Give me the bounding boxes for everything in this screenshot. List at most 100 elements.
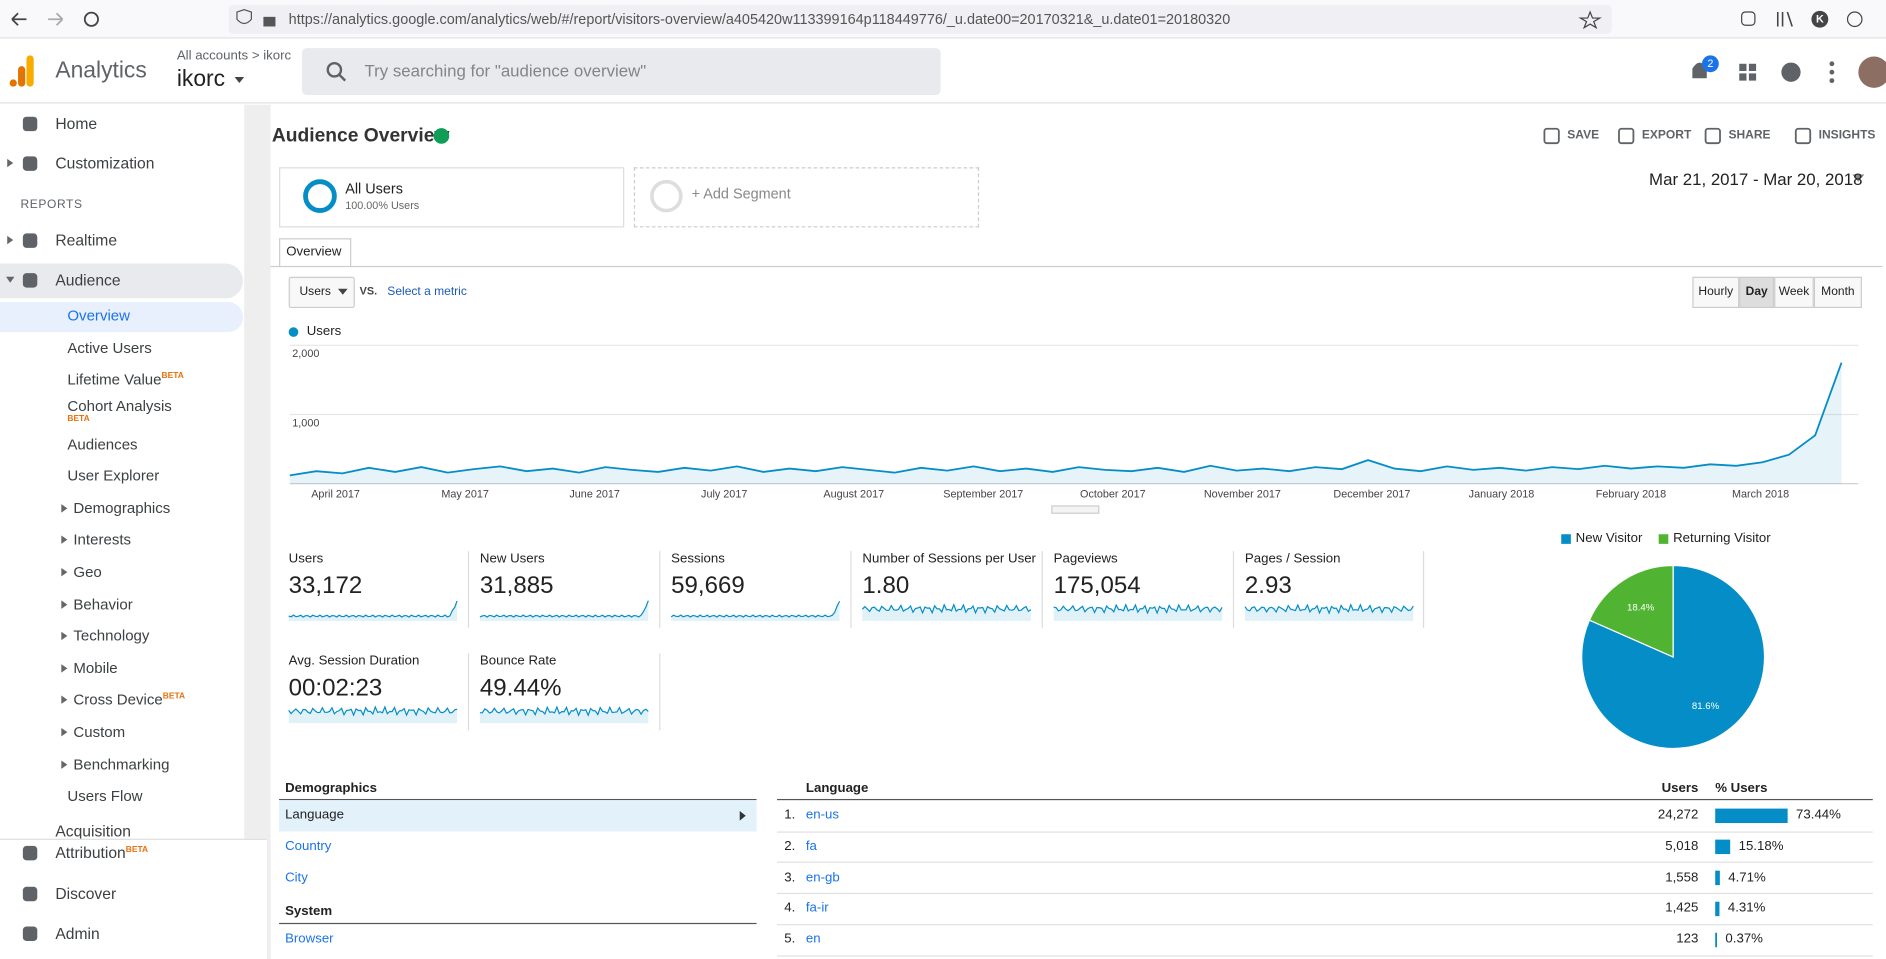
sparkline — [288, 600, 458, 621]
expand-arrow — [61, 504, 68, 513]
notification-badge — [1701, 55, 1719, 73]
extension-icon[interactable] — [1846, 11, 1863, 28]
selected-row[interactable] — [279, 800, 757, 832]
library-icon[interactable] — [1776, 11, 1793, 27]
sparkline-line — [288, 600, 458, 618]
tab-label[interactable]: Overview — [286, 244, 342, 260]
action-button[interactable]: EXPORT — [1641, 128, 1692, 142]
nav-item[interactable]: Admin — [55, 924, 100, 943]
language-link[interactable]: en — [805, 932, 821, 947]
arrow — [739, 810, 746, 821]
metric-dropdown[interactable] — [288, 276, 355, 309]
granularity-label[interactable]: Month — [1821, 285, 1855, 299]
forward-icon[interactable] — [48, 12, 64, 26]
account-name[interactable]: ikorc — [176, 66, 226, 93]
pocket-icon[interactable] — [1741, 11, 1756, 26]
more-icon[interactable] — [1829, 61, 1835, 84]
metric-value: 49.44% — [479, 675, 562, 702]
nav-item[interactable]: Audience — [55, 270, 121, 290]
row-divider — [777, 892, 1873, 895]
nav-item[interactable]: Customization — [55, 154, 155, 173]
demographics-link[interactable]: City — [285, 870, 308, 885]
pct-bar — [1715, 901, 1720, 917]
help-icon[interactable] — [1781, 62, 1801, 82]
nav-subitem[interactable]: Lifetime ValueBETA — [67, 371, 184, 389]
nav-subitem[interactable]: Interests — [73, 531, 132, 549]
nav-item[interactable]: AttributionBETA — [55, 843, 149, 862]
demographics-link[interactable]: Country — [285, 839, 332, 854]
beta-badge: BETA — [162, 692, 186, 701]
nav-item[interactable]: Realtime — [55, 231, 118, 250]
metric-select[interactable]: Users — [299, 285, 331, 299]
metric-divider — [467, 551, 470, 629]
demographics-link[interactable]: Language — [285, 807, 344, 823]
granularity-label[interactable]: Hourly — [1698, 285, 1734, 299]
language-link[interactable]: en-gb — [805, 869, 840, 885]
sparkline-line — [479, 600, 649, 618]
url-text[interactable]: https://analytics.google.com/analytics/w… — [288, 10, 1231, 28]
nav-subitem[interactable]: Users Flow — [67, 787, 143, 805]
row-users: 123 — [1676, 932, 1699, 947]
segment-ring — [303, 179, 337, 213]
language-link[interactable]: en-us — [805, 807, 839, 823]
nav-subitem[interactable]: Custom — [73, 723, 126, 741]
date-caret[interactable] — [1852, 174, 1866, 184]
row-divider — [777, 861, 1873, 864]
action-button[interactable]: SHARE — [1728, 128, 1771, 142]
select-metric[interactable]: Select a metric — [387, 285, 467, 299]
action-button[interactable]: SAVE — [1567, 128, 1600, 142]
nav-item[interactable]: Discover — [55, 884, 117, 903]
icon-shape — [22, 886, 38, 902]
nav-subitem[interactable]: Audiences — [67, 436, 138, 454]
granularity-label[interactable]: Week — [1778, 285, 1810, 299]
bookmark-icon[interactable] — [1578, 10, 1602, 30]
column-header: % Users — [1715, 781, 1768, 796]
expand-arrow — [61, 727, 68, 737]
segment-card[interactable] — [279, 167, 625, 228]
nav-subitem[interactable]: Cohort Analysis — [67, 397, 172, 415]
nav-subitem[interactable]: Behavior — [73, 596, 133, 614]
granularity-label[interactable]: Day — [1745, 285, 1768, 299]
nav-subitem[interactable]: Overview — [67, 307, 131, 325]
overview-tab[interactable] — [279, 238, 352, 268]
nav-subitem[interactable]: Mobile — [73, 659, 118, 677]
action-button[interactable]: INSIGHTS — [1818, 128, 1876, 142]
nav-item[interactable]: Acquisition — [55, 822, 131, 841]
legend-swatch — [1561, 534, 1571, 544]
nav-subitem[interactable]: Cross DeviceBETA — [73, 691, 186, 709]
reload-icon[interactable] — [83, 11, 99, 27]
granularity-button[interactable] — [1692, 276, 1740, 309]
nav-icon — [22, 845, 38, 861]
nav-item[interactable]: Home — [55, 114, 98, 133]
add-segment[interactable]: + Add Segment — [691, 185, 791, 202]
metric-value: 175,054 — [1053, 572, 1141, 600]
granularity-button[interactable] — [1739, 276, 1775, 309]
nav-subitem[interactable]: Demographics — [73, 499, 171, 517]
nav-subitem[interactable]: Geo — [73, 563, 102, 581]
icon-shape — [22, 273, 38, 288]
add-segment-card[interactable] — [633, 167, 980, 228]
nav-subitem[interactable]: Technology — [73, 627, 150, 645]
back-icon[interactable] — [11, 12, 27, 26]
app-header — [0, 39, 1886, 104]
chart-resize-handle[interactable] — [1051, 505, 1100, 514]
language-link[interactable]: fa — [805, 838, 817, 854]
granularity-button[interactable] — [1813, 276, 1862, 309]
nav-subitem[interactable]: Active Users — [67, 339, 152, 357]
sparkline — [479, 705, 649, 724]
search-box[interactable] — [301, 48, 941, 96]
sparkline — [288, 705, 458, 724]
granularity-button[interactable] — [1774, 276, 1814, 309]
breadcrumb[interactable]: All accounts > ikorc — [176, 48, 292, 64]
language-link[interactable]: fa-ir — [805, 900, 829, 916]
header-icons — [1692, 55, 1886, 88]
date-range[interactable]: Mar 21, 2017 - Mar 20, 2018 — [1649, 169, 1863, 189]
apps-icon[interactable] — [1739, 63, 1757, 81]
avatar[interactable] — [1858, 56, 1886, 88]
nav-subitem[interactable]: User Explorer — [67, 467, 160, 485]
nav-subitem[interactable]: Benchmarking — [73, 756, 170, 774]
demographics-link[interactable]: Browser — [285, 931, 334, 947]
profile-icon[interactable] — [1811, 10, 1829, 28]
icon-shape — [22, 233, 38, 248]
url-bar[interactable] — [228, 4, 1612, 34]
